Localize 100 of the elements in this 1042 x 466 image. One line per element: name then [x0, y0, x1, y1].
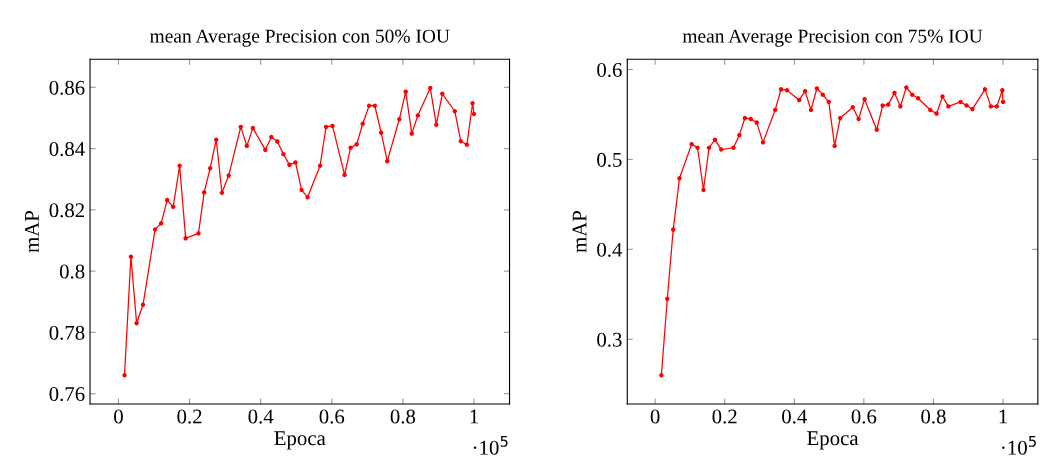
x-tick-label: 0.6	[319, 409, 345, 424]
point	[305, 195, 310, 200]
x-axis-title: Epoca	[274, 431, 326, 450]
point	[904, 85, 909, 90]
point	[1000, 87, 1005, 93]
point	[164, 197, 170, 203]
point	[892, 90, 897, 96]
x-tick-label: 1	[999, 409, 1007, 424]
point	[737, 132, 742, 138]
x-tick-label: 0.8	[921, 409, 946, 424]
point	[397, 116, 402, 122]
point	[706, 145, 712, 150]
y-tick-label: 0.78	[49, 325, 85, 340]
point	[287, 162, 292, 168]
point	[415, 113, 421, 118]
y-tick-label: 0.86	[49, 80, 85, 95]
point	[784, 87, 790, 93]
x-tick-label: 0.4	[782, 409, 807, 424]
point	[796, 97, 802, 103]
x-tick-label: 0.2	[712, 409, 737, 424]
point	[244, 143, 250, 149]
point	[250, 125, 256, 131]
point	[428, 85, 433, 91]
point	[946, 104, 951, 109]
chart-title: mean Average Precision con 75% IOU	[682, 29, 983, 47]
point	[820, 92, 826, 97]
point	[802, 88, 808, 94]
y-tick-label: 0.84	[49, 141, 85, 157]
x-tick-label: 0.6	[851, 409, 877, 424]
point	[299, 187, 304, 193]
point	[994, 104, 1000, 109]
text: ·10$^{5}$	[473, 436, 508, 455]
point	[470, 101, 475, 106]
point	[409, 131, 414, 136]
text: ·10$^{5}$	[1002, 436, 1036, 455]
point	[440, 91, 445, 97]
point	[128, 254, 134, 259]
point	[177, 163, 182, 168]
point	[850, 105, 855, 110]
point	[731, 145, 736, 150]
point	[856, 116, 861, 122]
point	[293, 160, 298, 165]
point	[317, 163, 323, 168]
point	[719, 147, 724, 152]
point	[354, 142, 359, 147]
point	[196, 231, 201, 236]
point	[226, 173, 231, 178]
point	[403, 89, 408, 94]
point	[140, 302, 146, 308]
point	[385, 158, 390, 164]
point	[372, 103, 378, 108]
point	[958, 99, 963, 105]
point	[378, 130, 384, 135]
point	[712, 137, 718, 142]
y-tick-label: 0.4	[597, 242, 623, 257]
y-tick-label: 0.3	[597, 332, 622, 347]
point	[659, 373, 664, 378]
x-tick-label: 1	[470, 409, 478, 424]
point	[970, 106, 975, 112]
point	[701, 187, 706, 193]
point	[366, 103, 372, 108]
point	[238, 124, 243, 130]
point	[158, 221, 164, 226]
point	[760, 140, 766, 145]
point	[832, 143, 837, 149]
point	[219, 190, 225, 195]
point	[183, 236, 188, 241]
point	[689, 141, 694, 147]
point	[886, 102, 891, 107]
point	[826, 99, 831, 105]
point	[837, 115, 843, 121]
point	[170, 204, 176, 210]
point	[982, 87, 988, 92]
point	[348, 145, 353, 150]
x-axis-title: Epoca	[807, 431, 859, 450]
point	[874, 127, 879, 132]
point	[934, 111, 939, 116]
point	[269, 134, 274, 140]
point	[898, 104, 903, 109]
x-tick-label: 0	[114, 409, 123, 424]
point	[964, 103, 969, 108]
point	[910, 92, 915, 97]
point	[748, 116, 754, 122]
point	[665, 296, 670, 302]
y-axis-title: mAP	[572, 211, 587, 253]
point	[471, 111, 477, 117]
point	[263, 147, 268, 153]
point	[862, 96, 867, 102]
point	[742, 115, 748, 121]
x-tick-label: 0.8	[390, 409, 416, 424]
point	[928, 107, 933, 113]
point	[452, 109, 458, 114]
point	[1000, 99, 1006, 105]
point	[342, 172, 347, 178]
x-tick-label: 0.4	[248, 409, 274, 424]
y-tick-label: 0.8	[59, 264, 85, 279]
point	[915, 96, 921, 101]
point	[677, 176, 682, 181]
point	[754, 120, 759, 125]
point	[323, 124, 329, 130]
